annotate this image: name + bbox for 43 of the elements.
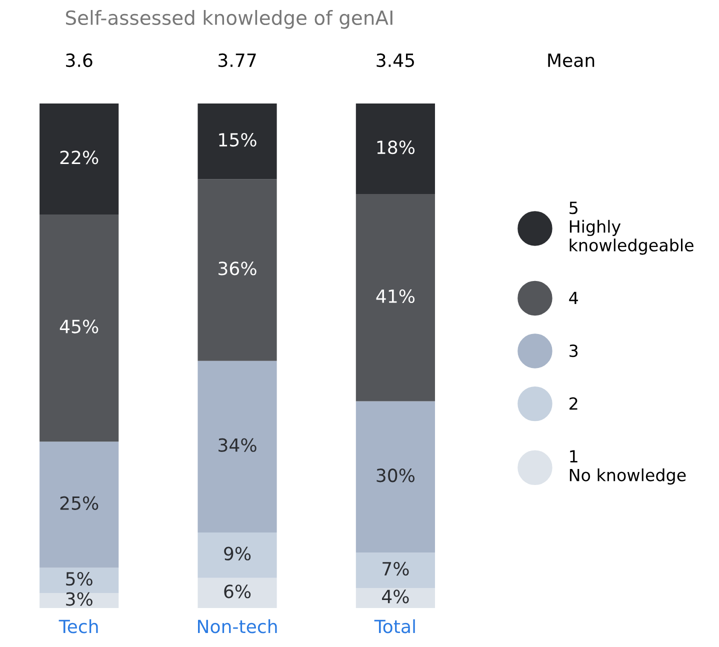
bar xyxy=(198,532,277,578)
data-label: 36% xyxy=(218,262,256,276)
legend-label: 4 xyxy=(569,292,578,304)
bar xyxy=(356,194,435,402)
data-label: 22% xyxy=(60,150,98,164)
bar xyxy=(356,104,435,194)
bar xyxy=(356,401,435,553)
bar xyxy=(356,588,435,608)
bar xyxy=(356,552,435,588)
data-label: 4% xyxy=(382,590,409,604)
data-label: 6% xyxy=(224,584,251,598)
data-label: 7% xyxy=(382,562,409,576)
text: 3.45 xyxy=(376,53,414,68)
data-label: 45% xyxy=(60,320,98,334)
data-label: 18% xyxy=(377,140,415,154)
text: Mean xyxy=(548,54,594,68)
bar xyxy=(40,593,119,608)
bar xyxy=(40,442,119,568)
data-label: 41% xyxy=(376,289,415,304)
data-label: 34% xyxy=(218,438,256,452)
data-label: 25% xyxy=(60,496,98,510)
x-tick-label: Total xyxy=(374,619,415,634)
legend-label: 1 No knowledge xyxy=(570,450,686,485)
x-tick-label: Non-tech xyxy=(198,619,277,634)
bar xyxy=(198,578,277,608)
bar xyxy=(40,568,119,594)
data-label: 5% xyxy=(66,572,92,586)
legend-label: 3 xyxy=(570,344,578,358)
x-tick-label: Tech xyxy=(58,619,98,634)
data-label: 30% xyxy=(376,468,415,482)
bar xyxy=(40,214,119,442)
bar xyxy=(198,104,277,180)
data-label: 3% xyxy=(66,592,92,606)
legend-label: 2 xyxy=(570,397,578,410)
bar xyxy=(198,360,277,532)
text: 3.6 xyxy=(66,53,92,68)
data-label: 15% xyxy=(219,132,256,147)
legend-label: 5 Highly knowledgeable xyxy=(570,202,694,255)
bar xyxy=(198,179,277,361)
bar xyxy=(40,104,119,215)
text: 3.77 xyxy=(218,53,256,68)
data-label: 9% xyxy=(224,546,251,560)
chart-title: Self-assessed knowledge of genAI xyxy=(66,10,392,29)
